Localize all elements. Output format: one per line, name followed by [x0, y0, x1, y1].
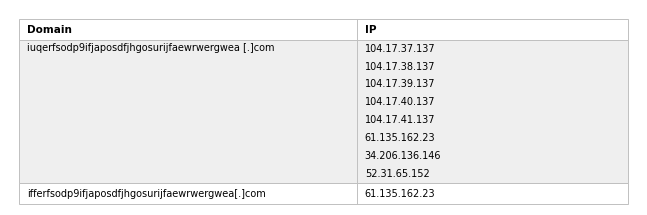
Text: 104.17.37.137: 104.17.37.137 [365, 44, 435, 54]
Bar [19, 183, 628, 204]
Text: 52.31.65.152: 52.31.65.152 [365, 169, 430, 179]
Text: 61.135.162.23: 61.135.162.23 [365, 133, 435, 143]
Text: 34.206.136.146: 34.206.136.146 [365, 151, 441, 161]
Text: 61.135.162.23: 61.135.162.23 [365, 189, 435, 199]
Text: iuqerfsodp9ifjaposdfjhgosurijfaewrwergwea [.]com: iuqerfsodp9ifjaposdfjhgosurijfaewrwergwe… [27, 43, 275, 53]
Text: 104.17.40.137: 104.17.40.137 [365, 97, 435, 107]
Text: 104.17.41.137: 104.17.41.137 [365, 115, 435, 125]
Text: 104.17.39.137: 104.17.39.137 [365, 80, 435, 89]
Text: ifferfsodp9ifjaposdfjhgosurijfaewrwergwea[.]com: ifferfsodp9ifjaposdfjhgosurijfaewrwergwe… [27, 189, 266, 199]
Text: 104.17.38.137: 104.17.38.137 [365, 61, 435, 72]
Bar [19, 19, 628, 40]
Text: IP: IP [365, 25, 376, 35]
Text: Domain: Domain [27, 25, 72, 35]
Bar [19, 40, 628, 183]
